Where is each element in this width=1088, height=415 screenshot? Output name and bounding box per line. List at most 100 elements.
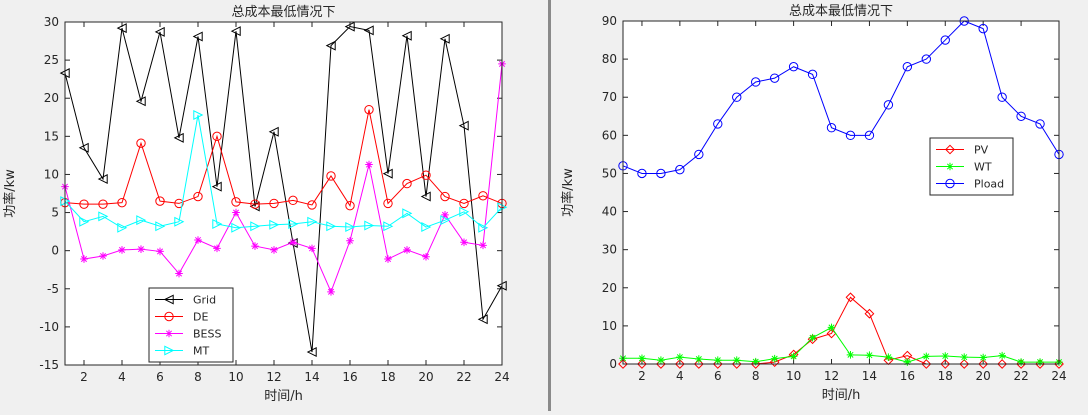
data-point-bess [232, 208, 240, 217]
data-point-bess [384, 255, 392, 263]
data-point-wt [1017, 358, 1025, 366]
x-tick-label: 4 [676, 369, 684, 383]
data-point-pv [864, 308, 875, 319]
series-line-de [64, 109, 503, 208]
x-tick-label: 12 [266, 370, 281, 384]
x-tick-label: 6 [156, 370, 164, 384]
data-point-wt [676, 353, 684, 361]
y-tick-label: 10 [44, 167, 59, 181]
data-point-bess [99, 252, 107, 260]
data-point-de [155, 196, 165, 206]
data-point-de [212, 131, 222, 142]
data-point-wt [808, 333, 817, 342]
data-point-pload [1035, 119, 1045, 129]
x-tick-label: 4 [118, 370, 126, 384]
data-point-wt [770, 354, 779, 363]
x-tick-label: 14 [304, 370, 319, 384]
y-tick-label: 30 [44, 15, 59, 29]
y-tick-label: 60 [602, 128, 617, 142]
legend-marker-grid [163, 294, 174, 305]
x-tick-label: 16 [900, 369, 915, 383]
data-point-grid [439, 33, 450, 44]
data-point-wt [884, 353, 893, 361]
data-point-bess [270, 246, 278, 254]
data-point-wt [657, 356, 665, 364]
data-point-bess [365, 160, 373, 169]
data-point-wt [827, 323, 836, 332]
data-point-grid [116, 23, 127, 34]
data-point-mt [136, 215, 147, 226]
y-tick-label: 40 [602, 205, 617, 219]
data-point-grid [420, 191, 431, 202]
data-point-bess [80, 255, 88, 263]
y-tick-label: 25 [44, 53, 59, 67]
data-point-pv [921, 359, 932, 369]
data-point-bess [346, 236, 354, 245]
data-point-pv [769, 357, 780, 368]
x-tick-label: 10 [228, 370, 243, 384]
data-point-mt [345, 222, 356, 233]
data-point-bess [422, 252, 430, 261]
data-point-grid [458, 120, 469, 131]
legend-marker-bess [165, 329, 173, 338]
data-point-pv [750, 359, 761, 369]
data-point-mt [288, 218, 299, 229]
data-point-grid [211, 181, 222, 192]
data-point-bess [289, 238, 297, 247]
data-point-pload [864, 130, 875, 141]
data-point-grid [401, 30, 412, 41]
data-point-pv [1054, 359, 1064, 369]
y-tick-label: 30 [602, 243, 617, 257]
data-point-de [117, 197, 127, 208]
y-tick-label: -10 [39, 320, 59, 334]
data-point-mt [174, 216, 185, 227]
data-point-pv [845, 292, 856, 303]
x-tick-label: 8 [194, 370, 202, 384]
data-point-pload [788, 62, 799, 72]
data-point-mt [193, 109, 204, 121]
data-point-de [250, 199, 260, 209]
data-point-pv [940, 359, 951, 369]
data-point-grid [306, 347, 317, 358]
data-point-pv [1016, 359, 1026, 369]
data-point-pv [997, 359, 1008, 369]
y-tick-label: 0 [51, 244, 59, 258]
data-point-mt [307, 216, 318, 227]
data-point-grid [154, 26, 165, 37]
axes-box [622, 20, 1060, 365]
data-point-pv [674, 359, 685, 369]
data-point-grid [477, 314, 488, 325]
data-point-mt [478, 222, 489, 233]
data-point-pload [978, 23, 988, 34]
x-tick-label: 24 [494, 370, 509, 384]
data-point-bess [156, 247, 164, 256]
y-axis-label: 功率/kw [560, 168, 576, 217]
y-axis-ticks: -15 -10 -5 0 5 10 15 20 25 30 [39, 15, 502, 372]
data-point-mt [117, 222, 128, 233]
x-tick-label: 8 [752, 369, 760, 383]
data-point-pload [694, 149, 704, 160]
data-point-mt [383, 221, 394, 232]
data-point-wt [695, 355, 703, 363]
data-point-bess [137, 245, 145, 253]
y-tick-label: 20 [44, 91, 59, 105]
data-point-de [193, 191, 203, 202]
data-point-wt [998, 351, 1006, 360]
y-tick-label: -5 [47, 282, 59, 296]
data-point-pv [637, 359, 647, 369]
data-point-mt [231, 222, 242, 233]
data-point-mt [326, 221, 337, 232]
data-point-wt [638, 354, 646, 363]
legend-label-pv: PV [974, 144, 989, 157]
data-point-grid [173, 132, 184, 143]
legend-label-grid: Grid [193, 294, 216, 307]
data-point-pload [675, 164, 685, 175]
data-point-grid [192, 31, 203, 42]
x-axis-label: 时间/h [822, 388, 861, 403]
data-point-grid [78, 142, 89, 153]
legend-marker-pv [945, 144, 955, 155]
data-point-bess [308, 244, 316, 253]
legend-box [148, 287, 234, 363]
legend: Grid DE BESS MT [148, 287, 234, 363]
